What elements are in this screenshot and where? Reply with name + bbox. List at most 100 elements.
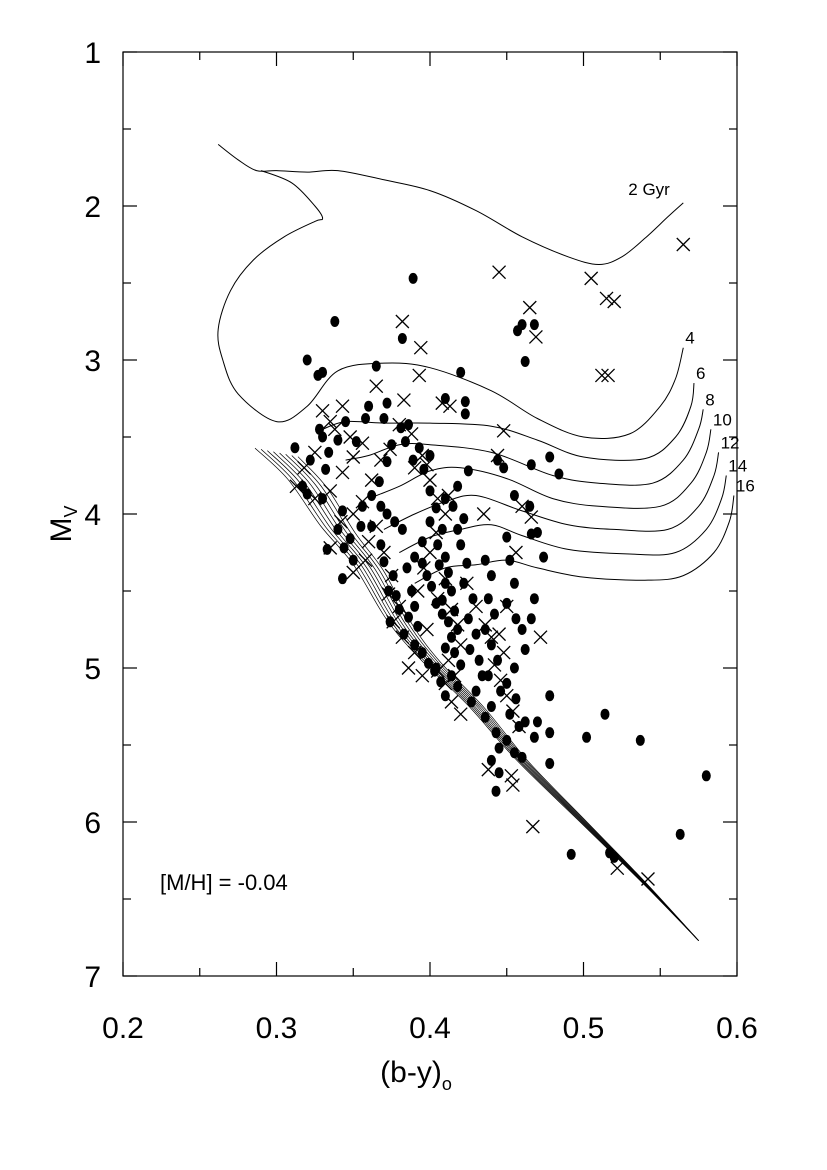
x-point <box>430 591 445 606</box>
x-point <box>396 393 411 407</box>
x-point <box>610 861 625 876</box>
dot-point <box>384 585 394 597</box>
dot-point <box>397 332 407 344</box>
x-point <box>450 617 465 632</box>
main-sequence-line <box>285 453 699 941</box>
dot-point <box>545 690 555 702</box>
x-point <box>429 525 444 540</box>
isochrone-curve <box>399 475 727 556</box>
dot-point <box>345 533 355 545</box>
dot-point <box>446 670 456 682</box>
x-point <box>355 436 370 451</box>
dot-point <box>348 554 358 566</box>
x-point <box>355 494 370 509</box>
x-point <box>358 553 373 568</box>
dot-point <box>382 397 392 409</box>
x-point <box>423 473 437 488</box>
x-point <box>335 465 350 480</box>
dot-point <box>376 500 386 512</box>
dot-point <box>600 708 610 720</box>
dot-point <box>453 523 463 535</box>
x-point <box>334 514 348 529</box>
dot-point <box>526 459 536 471</box>
dot-point <box>338 505 348 517</box>
x-point <box>415 448 430 463</box>
x-point <box>369 379 384 394</box>
dot-point <box>480 711 490 723</box>
x-point <box>607 294 622 309</box>
dot-point <box>298 480 308 492</box>
x-point <box>384 568 399 583</box>
dot-point <box>394 603 404 615</box>
isochrone-curve <box>217 170 684 440</box>
dot-point <box>496 685 506 697</box>
dot-point <box>431 597 441 609</box>
dot-point <box>333 434 343 446</box>
isochrone-curve <box>345 409 704 486</box>
x-point <box>404 426 419 441</box>
dot-point <box>425 449 435 461</box>
x-point <box>524 510 539 525</box>
dot-point <box>437 523 447 535</box>
dot-point <box>486 570 496 582</box>
x-point <box>584 271 599 286</box>
dot-point <box>489 608 499 620</box>
dot-point <box>402 562 412 574</box>
x-point <box>493 673 508 688</box>
dot-point <box>400 436 410 448</box>
x-point <box>430 491 445 506</box>
dot-point <box>302 354 312 366</box>
x-point <box>376 545 391 560</box>
x-point <box>430 664 445 679</box>
dot-point <box>509 577 519 589</box>
dot-point <box>456 659 466 671</box>
x-point <box>392 417 407 432</box>
main-sequence-line <box>291 455 699 941</box>
x-point <box>444 694 459 709</box>
dot-point <box>290 442 300 454</box>
x-point <box>496 423 511 438</box>
dot-point <box>313 369 323 381</box>
dot-point <box>463 613 473 625</box>
dot-point <box>397 523 407 535</box>
dot-point <box>525 500 535 512</box>
dot-point <box>520 356 530 368</box>
dot-point <box>440 393 450 404</box>
dot-point <box>404 419 414 431</box>
x-point <box>594 368 609 383</box>
dot-point <box>314 423 324 435</box>
dot-point <box>466 696 476 708</box>
x-point <box>419 622 434 637</box>
x-point <box>469 599 484 614</box>
dot-point <box>305 454 315 466</box>
x-point <box>496 645 511 660</box>
dot-point <box>491 785 501 797</box>
dot-point <box>408 454 418 466</box>
x-point <box>484 630 499 645</box>
dot-point <box>417 536 427 548</box>
dot-point <box>512 325 522 337</box>
y-axis-title: MV <box>45 505 81 542</box>
x-point <box>413 340 428 355</box>
dot-point <box>499 462 509 474</box>
dot-point <box>413 620 423 632</box>
dot-point <box>509 662 519 674</box>
dot-point <box>582 731 592 743</box>
x-point <box>641 872 655 886</box>
dot-point <box>446 631 456 643</box>
x-point <box>490 448 505 463</box>
dot-point <box>379 413 389 425</box>
dot-point <box>529 319 539 331</box>
x-tick-label: 0.5 <box>563 1012 605 1045</box>
dot-point <box>364 400 374 412</box>
x-point <box>335 399 350 414</box>
dot-point <box>493 654 503 666</box>
x-point <box>442 399 457 414</box>
x-point <box>481 762 496 777</box>
x-point <box>459 576 474 591</box>
dot-point <box>509 490 519 502</box>
dot-point <box>526 528 536 540</box>
